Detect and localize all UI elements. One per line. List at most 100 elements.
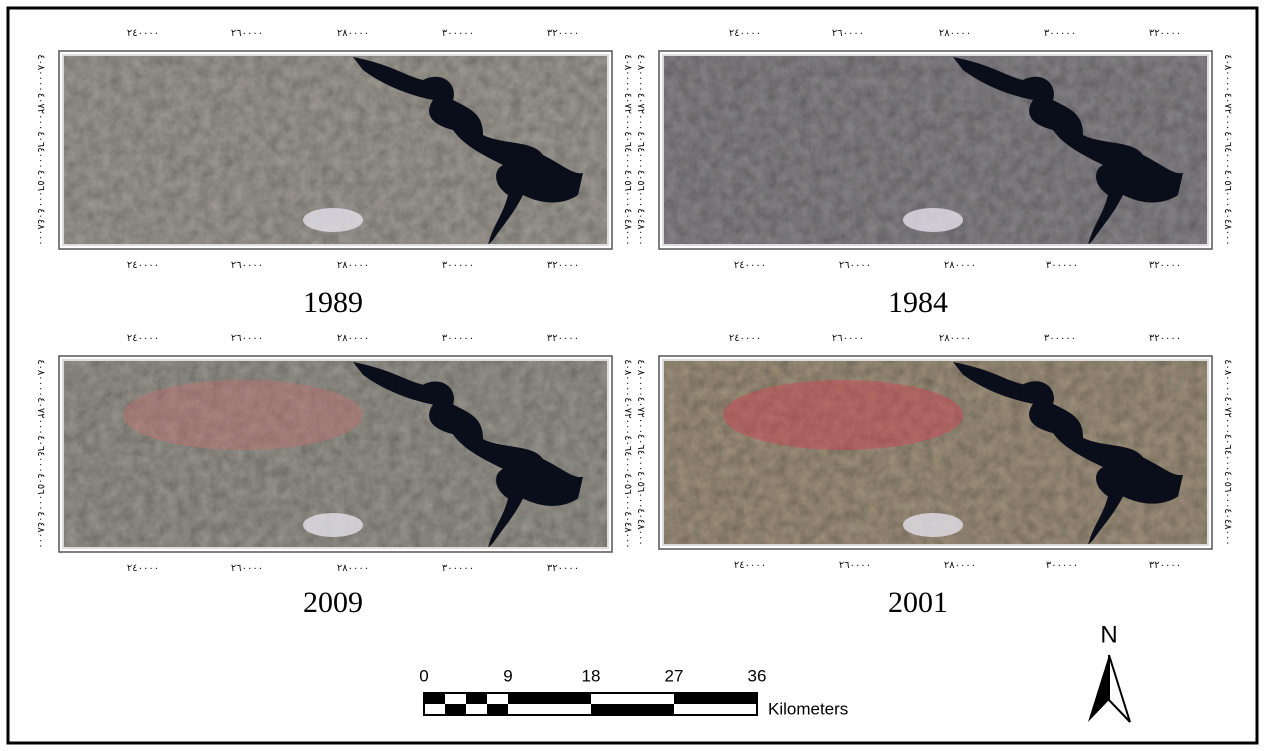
y-tick-label: ٤٠٤٨٠٠٠ [622, 208, 633, 246]
y-tick-label: ٤٠٦٤٠٠٠ [1222, 131, 1233, 169]
y-tick-label: ٤٠٥٦٠٠٠ [35, 473, 46, 511]
y-tick-label: ٤٠٤٨٠٠٠ [635, 508, 646, 546]
scale-block [674, 693, 757, 704]
bright-area [303, 208, 363, 232]
north-arrow: N [1088, 621, 1130, 722]
y-tick-label: ٤٠٥٦٠٠٠ [1222, 471, 1233, 509]
x-tick-label: ٢٤٠٠٠٠ [729, 333, 761, 344]
y-tick-label: ٤٠٨٠٠٠٠ [35, 359, 46, 397]
y-tick-label: ٤٠٤٨٠٠٠ [1222, 508, 1233, 546]
x-tick-label: ٢٦٠٠٠٠ [231, 28, 263, 39]
x-tick-label: ٢٤٠٠٠٠ [734, 260, 766, 271]
x-tick-label: ٢٤٠٠٠٠ [127, 333, 159, 344]
panel-year: 1989 [303, 286, 363, 319]
y-tick-label: ٤٠٨٠٠٠٠ [35, 54, 46, 92]
scale-block [591, 704, 674, 715]
y-tick-label: ٤٠٤٨٠٠٠ [622, 511, 633, 549]
x-tick-label: ٣٠٠٠٠٠ [1046, 560, 1078, 571]
scale-block [445, 704, 466, 715]
y-tick-label: ٤٠٧٢٠٠٠ [35, 93, 46, 131]
arrow-right [1109, 655, 1130, 722]
x-tick-label: ٢٨٠٠٠٠ [337, 28, 369, 39]
x-tick-label: ٢٨٠٠٠٠ [337, 260, 369, 271]
x-tick-label: ٣٢٠٠٠٠ [1149, 333, 1181, 344]
y-tick-label: ٤٠٦٤٠٠٠ [35, 131, 46, 169]
y-tick-label: ٤٠٥٦٠٠٠ [35, 170, 46, 208]
x-tick-label: ٣٠٠٠٠٠ [1046, 260, 1078, 271]
x-tick-label: ٣٠٠٠٠٠ [442, 563, 474, 574]
north-label: N [1100, 621, 1117, 648]
y-tick-label: ٤٠٧٢٠٠٠ [635, 396, 646, 434]
y-tick-label: ٤٠٨٠٠٠٠ [622, 359, 633, 397]
panel-year: 2001 [888, 586, 948, 619]
y-tick-label: ٤٠٧٢٠٠٠ [35, 397, 46, 435]
x-tick-label: ٢٨٠٠٠٠ [939, 28, 971, 39]
map-panel: ٢٤٠٠٠٠٢٤٠٠٠٠٢٦٠٠٠٠٢٦٠٠٠٠٢٨٠٠٠٠٢٨٠٠٠٠٣٠٠٠… [35, 333, 633, 619]
map-panel: ٢٤٠٠٠٠ ٢٤٠٠٠٠ ٢٦٠٠٠٠ ٢٦٠٠٠٠ ٢٨٠٠٠٠ ٢٨٠٠٠٠ ٣٠٠٠… [635, 28, 1233, 319]
y-tick-label: ٤٠٦٤٠٠٠ [635, 434, 646, 472]
y-tick-label: ٤٠٥٦٠٠٠ [622, 473, 633, 511]
scale-label: 9 [503, 666, 512, 685]
x-tick-label: ٣٠٠٠٠٠ [442, 28, 474, 39]
y-tick-label: ٤٠٤٨٠٠٠ [635, 208, 646, 246]
x-tick-label: ٢٨٠٠٠٠ [939, 333, 971, 344]
x-tick-label: ٢٤٠٠٠٠ [734, 560, 766, 571]
x-tick-label: ٢٤٠٠٠٠ [127, 563, 159, 574]
x-tick-label: ٣٢٠٠٠٠ [547, 260, 579, 271]
x-tick-label: ٢٨٠٠٠٠ [944, 260, 976, 271]
y-tick-label: ٤٠٥٦٠٠٠ [635, 471, 646, 509]
y-tick-label: ٤٠٤٨٠٠٠ [1222, 208, 1233, 246]
y-tick-label: ٤٠٨٠٠٠٠ [1222, 359, 1233, 397]
scale-block [466, 693, 487, 704]
scale-bar: 0 9 18 27 36 Kilometers [419, 666, 848, 718]
scale-block [508, 693, 591, 704]
x-tick-label: ٣٢٠٠٠٠ [547, 563, 579, 574]
x-tick-label: ٣٢٠٠٠٠ [1149, 560, 1181, 571]
x-tick-label: ٢٦٠٠٠٠ [231, 260, 263, 271]
arrow-left [1088, 655, 1109, 722]
panel-year: 1984 [888, 286, 948, 319]
bright-area [303, 513, 363, 537]
panel-year: 2009 [303, 586, 363, 619]
x-tick-label: ٢٦٠٠٠٠ [839, 560, 871, 571]
y-tick-label: ٤٠٧٢٠٠٠ [1222, 396, 1233, 434]
y-tick-label: ٤٠٤٨٠٠٠ [35, 511, 46, 549]
y-tick-label: ٤٠٦٤٠٠٠ [35, 435, 46, 473]
x-tick-label: ٢٦٠٠٠٠ [832, 333, 864, 344]
scale-block [424, 693, 445, 704]
x-tick-label: ٢٤٠٠٠٠ [127, 260, 159, 271]
x-tick-label: ٢٦٠٠٠٠ [231, 563, 263, 574]
x-tick-label: ٢٤٠٠٠٠ [729, 28, 761, 39]
bright-area [903, 513, 963, 537]
y-tick-label: ٤٠٥٦٠٠٠ [635, 170, 646, 208]
scale-label: 18 [582, 666, 601, 685]
scale-unit: Kilometers [768, 699, 848, 718]
y-tick-label: ٤٠٥٦٠٠٠ [622, 170, 633, 208]
y-tick-label: ٤٠٧٢٠٠٠ [622, 93, 633, 131]
panels: ٢٤٠٠٠٠ ٢٤٠٠٠٠ ٢٦٠٠٠٠ ٢٦٠٠٠٠ ٢٨٠٠٠٠ ٢٨٠٠٠٠ ٣٠٠٠… [35, 28, 1233, 619]
y-tick-label: ٤٠٦٤٠٠٠ [635, 131, 646, 169]
x-tick-label: ٢٤٠٠٠٠ [127, 28, 159, 39]
y-tick-label: ٤٠٨٠٠٠٠ [635, 54, 646, 92]
x-tick-label: ٢٦٠٠٠٠ [231, 333, 263, 344]
y-tick-label: ٤٠٧٢٠٠٠ [635, 93, 646, 131]
scale-label: 27 [665, 666, 684, 685]
y-tick-label: ٤٠٨٠٠٠٠ [1222, 54, 1233, 92]
x-tick-label: ٣٢٠٠٠٠ [547, 333, 579, 344]
x-tick-label: ٢٨٠٠٠٠ [337, 563, 369, 574]
y-tick-label: ٤٠٥٦٠٠٠ [1222, 170, 1233, 208]
scale-label: 36 [748, 666, 767, 685]
x-tick-label: ٢٨٠٠٠٠ [944, 560, 976, 571]
x-tick-label: ٢٦٠٠٠٠ [832, 28, 864, 39]
map-figure: ٢٤٠٠٠٠ ٢٤٠٠٠٠ ٢٦٠٠٠٠ ٢٦٠٠٠٠ ٢٨٠٠٠٠ ٢٨٠٠٠٠ ٣٠٠٠… [0, 0, 1265, 751]
vegetation-area [723, 380, 963, 450]
y-tick-label: ٤٠٦٤٠٠٠ [1222, 434, 1233, 472]
y-tick-label: ٤٠٧٢٠٠٠ [622, 397, 633, 435]
map-panel: ٢٤٠٠٠٠ ٢٤٠٠٠٠ ٢٦٠٠٠٠ ٢٦٠٠٠٠ ٢٨٠٠٠٠ ٢٨٠٠٠٠ ٣٠٠٠… [635, 333, 1233, 619]
x-tick-label: ٣٠٠٠٠٠ [1044, 28, 1076, 39]
scale-block [487, 704, 508, 715]
x-tick-label: ٢٦٠٠٠٠ [839, 260, 871, 271]
y-tick-label: ٤٠٦٤٠٠٠ [622, 131, 633, 169]
map-panel: ٢٤٠٠٠٠ ٢٤٠٠٠٠ ٢٦٠٠٠٠ ٢٦٠٠٠٠ ٢٨٠٠٠٠ ٢٨٠٠٠٠ ٣٠٠٠… [35, 28, 633, 319]
vegetation-area [123, 380, 363, 450]
